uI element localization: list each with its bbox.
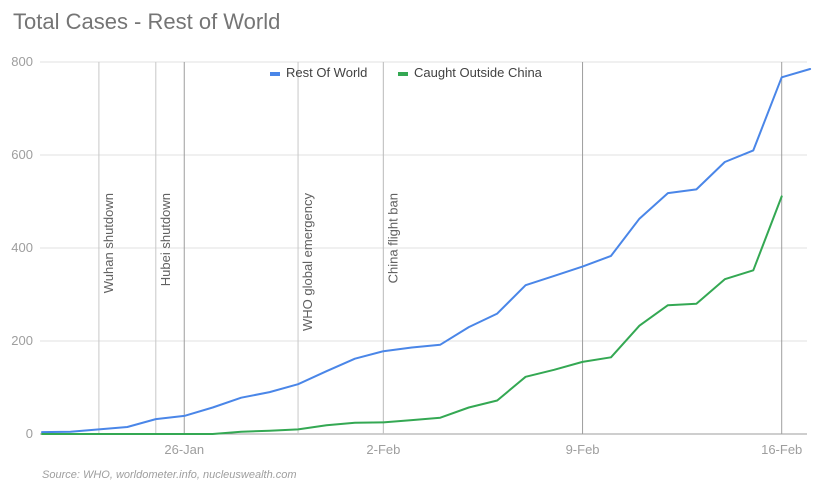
axes: 26-Jan 2-Feb 9-Feb 16-Feb (164, 442, 802, 457)
annotation-label: Wuhan shutdown (101, 193, 116, 293)
source-note: Source: WHO, worldometer.info, nucleuswe… (42, 469, 297, 481)
annotation-lines: Wuhan shutdown Hubei shutdown WHO global e… (98, 62, 400, 434)
series-line-caught-outside-china (41, 195, 783, 435)
y-tick-label: 200 (11, 333, 33, 348)
legend-swatch-caught-outside-china[interactable] (398, 72, 408, 76)
gridlines: 0 200 400 600 800 (11, 54, 807, 441)
x-tick-label: 26-Jan (164, 442, 204, 457)
x-tick-label: 16-Feb (761, 442, 802, 457)
legend[interactable]: Rest Of World Caught Outside China (270, 65, 543, 80)
x-tick-label: 2-Feb (366, 442, 400, 457)
y-tick-label: 800 (11, 54, 33, 69)
legend-swatch-rest-of-world[interactable] (270, 72, 280, 76)
annotation-label: China flight ban (385, 193, 400, 283)
y-tick-label: 600 (11, 147, 33, 162)
series-line-rest-of-world (41, 68, 812, 434)
series-lines (41, 68, 812, 435)
annotation-label: WHO global emergency (300, 193, 315, 331)
legend-label-caught-outside-china[interactable]: Caught Outside China (414, 65, 543, 80)
y-tick-label: 0 (26, 426, 33, 441)
legend-label-rest-of-world[interactable]: Rest Of World (286, 65, 367, 80)
x-tick-label: 9-Feb (566, 442, 600, 457)
y-tick-label: 400 (11, 240, 33, 255)
annotation-label: Hubei shutdown (158, 193, 173, 286)
chart-title: Total Cases - Rest of World (13, 9, 281, 34)
